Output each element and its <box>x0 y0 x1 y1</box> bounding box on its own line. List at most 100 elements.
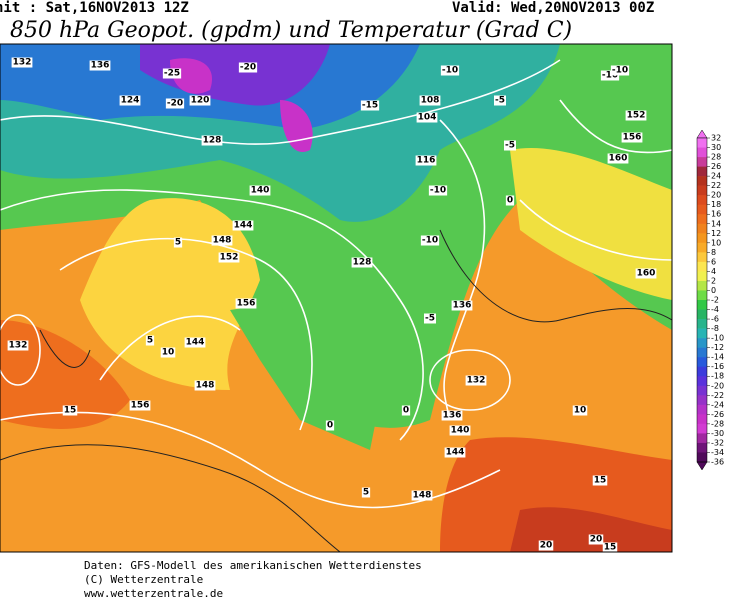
colorbar-tick-label: -6 <box>711 315 719 324</box>
contour-label-bg <box>162 68 182 79</box>
colorbar-band <box>697 214 707 225</box>
contour-label: -10 <box>422 236 438 246</box>
contour-label-bg <box>607 153 629 164</box>
colorbar-band <box>697 319 707 329</box>
contour-label: 140 <box>251 186 270 196</box>
colorbar-band <box>697 385 707 396</box>
colorbar-bottom-arrow <box>696 461 708 471</box>
colorbar-band <box>697 138 707 148</box>
colorbar-tick-label: 30 <box>711 143 721 152</box>
colorbar-band <box>697 204 707 215</box>
colorbar-band <box>697 309 707 320</box>
contour-label: 152 <box>220 253 239 263</box>
colorbar-tick-label: 6 <box>711 257 716 266</box>
contour-label: 156 <box>131 401 150 411</box>
contour-label: -10 <box>602 71 618 81</box>
colorbar-band <box>697 233 707 244</box>
contour-label: 160 <box>637 269 656 279</box>
colorbar-band <box>697 366 707 377</box>
contour-label-bg <box>416 112 438 123</box>
contour-label: 148 <box>213 236 232 246</box>
contour-label-bg <box>625 110 647 121</box>
contour-label-bg <box>440 65 460 76</box>
colorbar-band <box>697 147 707 158</box>
contour-label: 128 <box>203 136 222 146</box>
contour-label-bg <box>428 185 448 196</box>
contour-label: 136 <box>443 411 462 421</box>
contour-label-bg <box>165 98 185 109</box>
colorbar-tick-label: 32 <box>711 134 721 143</box>
contour-label-bg <box>424 313 436 324</box>
contour-label-bg <box>441 410 463 421</box>
contour-label-bg <box>602 542 618 552</box>
contour-label: -10 <box>612 66 628 76</box>
colorbar-band <box>697 242 707 253</box>
contour-label-bg <box>419 95 441 106</box>
contour-label-bg <box>173 237 183 248</box>
contour-label: 132 <box>13 58 32 68</box>
contour-label-bg <box>444 447 466 458</box>
contour-label: 156 <box>623 133 642 143</box>
colorbar-tick-label: 16 <box>711 210 721 219</box>
contour-label: -20 <box>167 99 183 109</box>
contour-label: 10 <box>162 348 175 358</box>
colorbar-tick-label: -14 <box>711 353 724 362</box>
contour-label-bg <box>588 534 604 545</box>
contour-label: 136 <box>91 61 110 71</box>
colorbar-band <box>697 395 707 406</box>
colorbar-tick-label: 4 <box>711 267 716 276</box>
contour-label-bg <box>184 337 206 348</box>
contour-label-bg <box>592 475 608 486</box>
contour-label: 132 <box>467 376 486 386</box>
contour-label: -5 <box>495 96 505 106</box>
contour-label: 15 <box>64 406 77 416</box>
colorbar-tick-label: -16 <box>711 362 724 371</box>
contour-label-bg <box>189 95 211 106</box>
contour-label-bg <box>504 140 516 151</box>
contour-label: 5 <box>147 336 153 346</box>
contour-label-bg <box>572 405 588 416</box>
colorbar-tick-label: -4 <box>711 305 719 314</box>
colorbar-band <box>697 157 707 167</box>
contour-label: -25 <box>164 69 180 79</box>
colorbar-band <box>697 166 707 177</box>
colorbar-tick-label: -28 <box>711 419 724 428</box>
contour-label: 144 <box>234 221 253 231</box>
colorbar-band <box>697 338 707 348</box>
contour-label-bg <box>119 95 141 106</box>
footer-copyright: (C) Wetterzentrale <box>84 573 203 586</box>
footer-source: Daten: GFS-Modell des amerikanischen Wet… <box>84 559 422 572</box>
colorbar-tick-label: -36 <box>711 458 724 467</box>
contour-label: 148 <box>413 491 432 501</box>
contour-label: 15 <box>594 476 607 486</box>
colorbar-band <box>697 404 707 415</box>
contour-label-bg <box>351 257 373 268</box>
contour-label-bg <box>420 235 440 246</box>
colorbar-band <box>697 347 707 358</box>
colorbar-band <box>697 185 707 196</box>
contour-label: 0 <box>403 406 409 416</box>
colorbar-tick-label: 24 <box>711 172 721 181</box>
colorbar-band <box>697 300 707 310</box>
colorbar-band <box>697 357 707 368</box>
contour-label: 5 <box>363 488 369 498</box>
contour-label-bg <box>494 95 506 106</box>
colorbar-top-arrow <box>696 129 708 139</box>
colorbar-tick-label: -12 <box>711 343 724 352</box>
colorbar-tick-label: 8 <box>711 248 716 257</box>
contour-label: -5 <box>425 314 435 324</box>
colorbar-tick-label: 2 <box>711 276 716 285</box>
contour-label: 148 <box>196 381 215 391</box>
contour-label: -5 <box>505 141 515 151</box>
contour-label: 140 <box>451 426 470 436</box>
contour-label-bg <box>610 65 630 76</box>
colorbar-band <box>697 452 707 463</box>
colorbar-tick-label: -10 <box>711 334 724 343</box>
colorbar-band <box>697 328 707 339</box>
contour-label-bg <box>201 135 223 146</box>
contour-label-bg <box>635 268 657 279</box>
contour-label-bg <box>238 62 258 73</box>
colorbar-band <box>697 176 707 186</box>
contour-label: 128 <box>353 258 372 268</box>
